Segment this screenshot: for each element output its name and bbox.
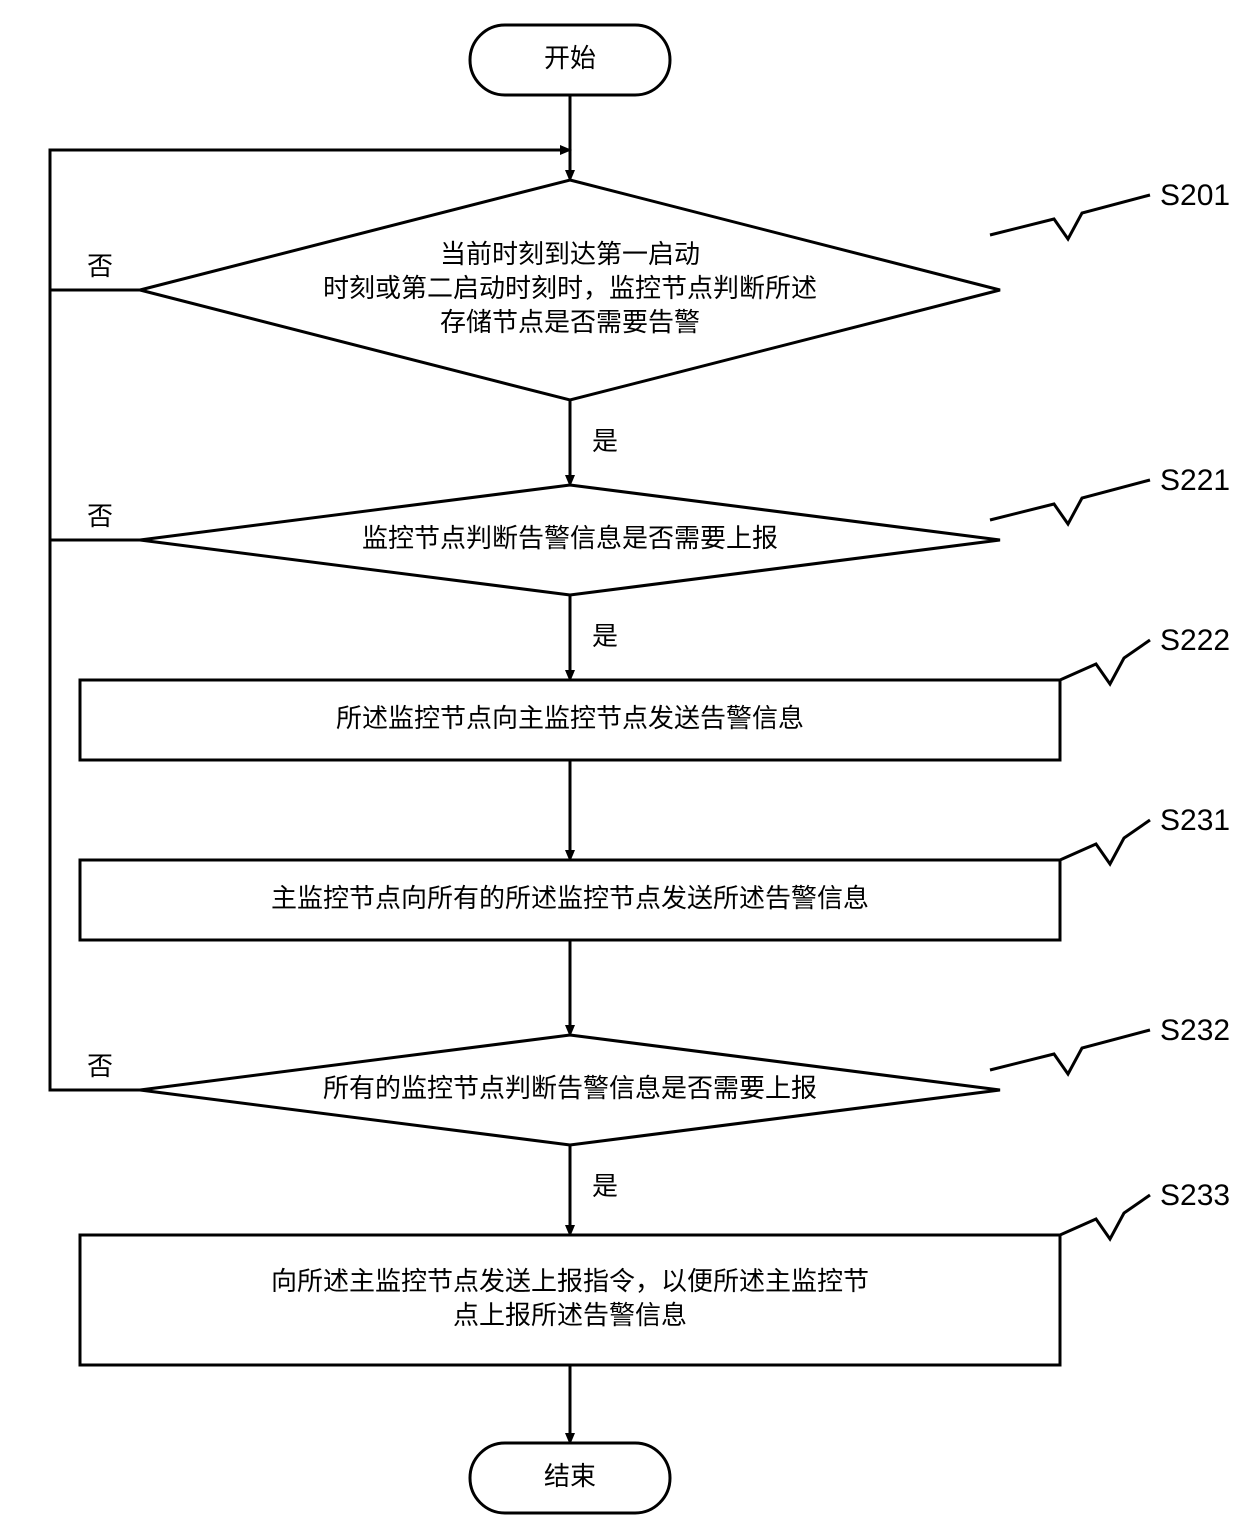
node-text: 向所述主监控节点发送上报指令，以便所述主监控节	[271, 1266, 869, 1296]
node-end: 结束	[470, 1443, 670, 1513]
step-label-S222: S222	[1060, 624, 1230, 684]
step-label-text: S232	[1160, 1014, 1230, 1047]
node-p233: 向所述主监控节点发送上报指令，以便所述主监控节点上报所述告警信息	[80, 1235, 1060, 1365]
node-text: 存储节点是否需要告警	[440, 307, 700, 337]
edge	[50, 150, 140, 540]
node-d201: 当前时刻到达第一启动时刻或第二启动时刻时，监控节点判断所述存储节点是否需要告警	[140, 180, 1000, 400]
node-start: 开始	[470, 25, 670, 95]
step-label-S233: S233	[1060, 1179, 1230, 1239]
node-text: 监控节点判断告警信息是否需要上报	[362, 523, 778, 553]
node-text: 所述监控节点向主监控节点发送告警信息	[336, 703, 804, 733]
node-p231: 主监控节点向所有的所述监控节点发送所述告警信息	[80, 860, 1060, 940]
node-p222: 所述监控节点向主监控节点发送告警信息	[80, 680, 1060, 760]
edge-label: 否	[87, 501, 113, 531]
step-label-S221: S221	[990, 464, 1230, 524]
step-label-text: S221	[1160, 464, 1230, 497]
node-text: 点上报所述告警信息	[453, 1300, 687, 1330]
node-text: 结束	[544, 1461, 596, 1491]
step-label-text: S222	[1160, 624, 1230, 657]
edge-label: 否	[87, 1051, 113, 1081]
edge-label: 是	[592, 621, 618, 651]
step-label-S201: S201	[990, 179, 1230, 239]
edge-label: 是	[592, 426, 618, 456]
node-d232: 所有的监控节点判断告警信息是否需要上报	[140, 1035, 1000, 1145]
node-text: 所有的监控节点判断告警信息是否需要上报	[323, 1073, 817, 1103]
step-label-text: S201	[1160, 179, 1230, 212]
node-text: 主监控节点向所有的所述监控节点发送所述告警信息	[271, 883, 869, 913]
node-text: 当前时刻到达第一启动	[440, 239, 700, 269]
node-text: 开始	[544, 43, 596, 73]
step-label-text: S231	[1160, 804, 1230, 837]
edge-label: 否	[87, 251, 113, 281]
step-label-S232: S232	[990, 1014, 1230, 1074]
step-label-S231: S231	[1060, 804, 1230, 864]
node-d221: 监控节点判断告警信息是否需要上报	[140, 485, 1000, 595]
step-label-text: S233	[1160, 1179, 1230, 1212]
flowchart-canvas: 是是是否否否 开始当前时刻到达第一启动时刻或第二启动时刻时，监控节点判断所述存储…	[0, 0, 1240, 1538]
node-text: 时刻或第二启动时刻时，监控节点判断所述	[323, 273, 817, 303]
edge-label: 是	[592, 1171, 618, 1201]
